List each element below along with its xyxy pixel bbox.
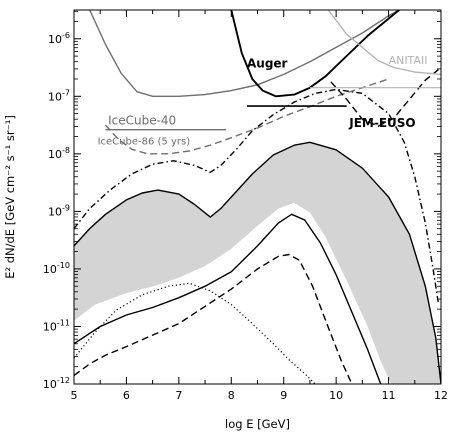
y-tick-label: 10-11	[43, 318, 70, 333]
y-tick-label: 10-10	[43, 261, 70, 276]
series-line-3	[74, 282, 316, 384]
flux-band-layer	[74, 142, 441, 384]
annotation-4: JEM-EUSO	[348, 116, 415, 130]
series-line-4	[74, 88, 440, 304]
series-line-5	[89, 10, 400, 98]
x-tick-label: 10	[329, 389, 343, 402]
x-tick-label: 8	[228, 389, 235, 402]
ticks-layer: 5 6 7 8 9 10 11 12 10-12 10-11 10-10 10-9 10-8 10-7 10…	[43, 10, 448, 402]
y-tick-label: 10-6	[48, 31, 70, 46]
annotation-1: ANITAII	[389, 54, 428, 67]
series-layer	[74, 10, 441, 384]
y-tick-label: 10-12	[43, 376, 70, 391]
series-line-7	[230, 10, 400, 98]
y-axis-label: E² dN/dE [GeV cm⁻² s⁻¹ sr⁻¹]	[3, 115, 17, 279]
x-tick-label: 7	[175, 389, 182, 402]
x-tick-label: 12	[434, 389, 448, 402]
x-axis-label: log E [GeV]	[225, 417, 290, 431]
annotation-0: Auger	[247, 57, 288, 71]
flux-band	[74, 142, 441, 384]
series-line-8	[330, 66, 441, 127]
y-tick-label: 10-8	[48, 146, 70, 161]
series-line-2	[74, 253, 353, 384]
y-tick-label: 10-9	[48, 203, 70, 218]
x-tick-label: 6	[123, 389, 130, 402]
series-line-0	[74, 141, 441, 384]
x-tick-label: 5	[71, 389, 78, 402]
x-tick-label: 9	[280, 389, 287, 402]
series-line-1	[74, 213, 382, 384]
annotation-2: IceCube-40	[108, 114, 176, 128]
x-tick-label: 11	[382, 389, 396, 402]
y-tick-label: 10-7	[48, 88, 70, 103]
series-line-9	[327, 10, 441, 76]
annotation-3: IceCube-86 (5 yrs)	[98, 137, 191, 148]
series-line-6	[104, 78, 389, 155]
annotation-layer: Auger ANITAII IceCube-40 IceCube-86 (5 yrs)…	[98, 54, 428, 148]
